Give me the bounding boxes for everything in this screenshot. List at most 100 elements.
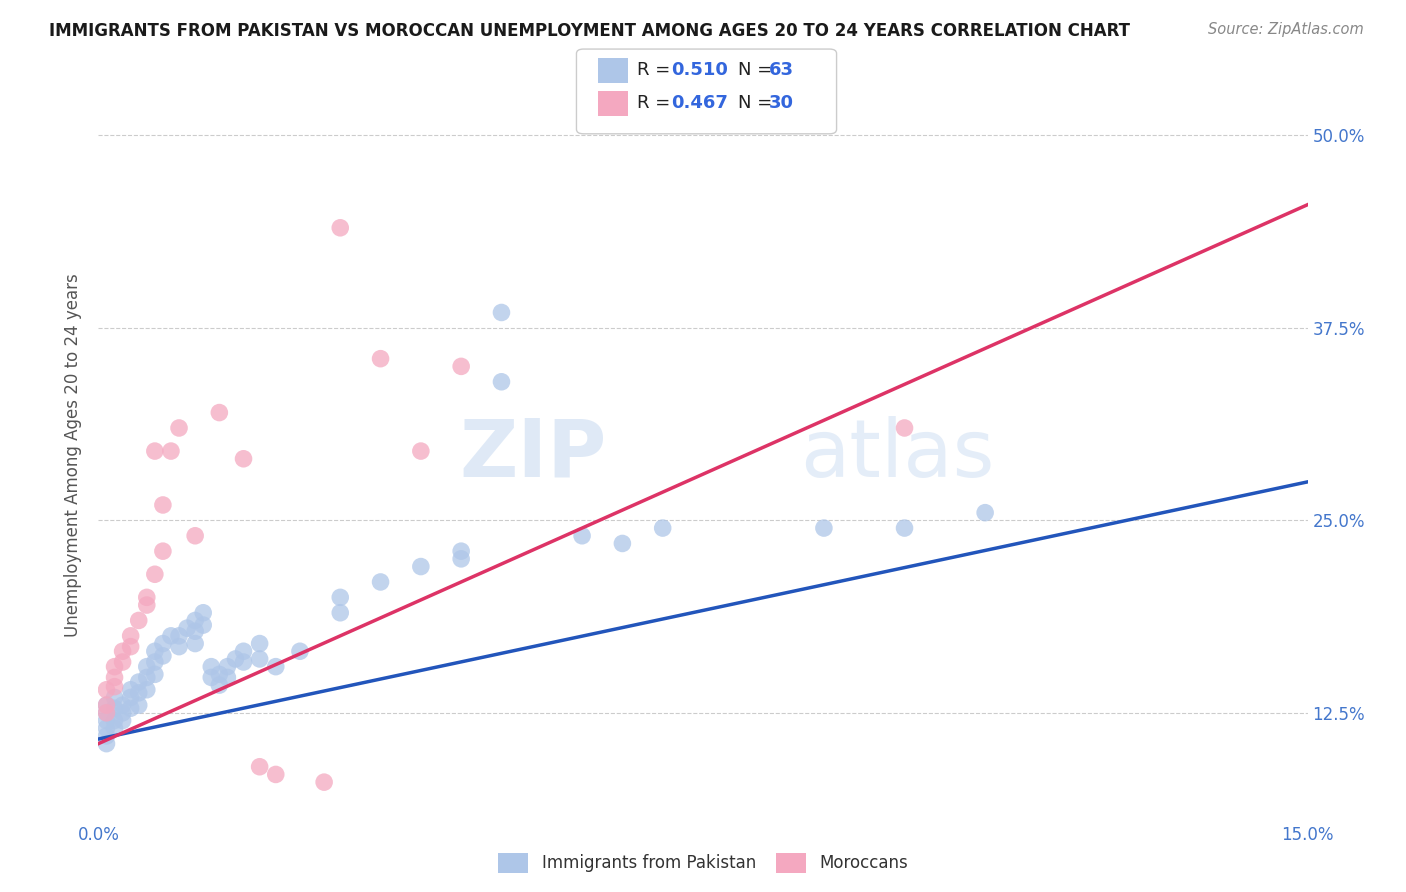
Y-axis label: Unemployment Among Ages 20 to 24 years: Unemployment Among Ages 20 to 24 years	[65, 273, 83, 637]
Point	[96, 706, 118, 720]
Point	[96, 698, 118, 713]
Point	[167, 421, 190, 435]
Point	[128, 698, 150, 713]
Point	[96, 729, 118, 743]
Point	[571, 529, 593, 543]
Point	[193, 618, 215, 632]
Point	[135, 591, 157, 605]
Point	[232, 644, 254, 658]
Point	[135, 659, 157, 673]
Text: 30: 30	[769, 95, 794, 112]
Point	[491, 305, 513, 319]
Point	[264, 659, 287, 673]
Point	[184, 636, 207, 650]
Legend: Immigrants from Pakistan, Moroccans: Immigrants from Pakistan, Moroccans	[492, 847, 914, 880]
Point	[111, 644, 134, 658]
Point	[103, 680, 125, 694]
Point	[612, 536, 634, 550]
Point	[111, 714, 134, 728]
Point	[314, 775, 336, 789]
Point	[143, 444, 166, 458]
Point	[128, 675, 150, 690]
Text: 0.510: 0.510	[671, 62, 727, 79]
Point	[232, 655, 254, 669]
Point	[491, 375, 513, 389]
Point	[143, 655, 166, 669]
Point	[200, 659, 222, 673]
Text: Source: ZipAtlas.com: Source: ZipAtlas.com	[1208, 22, 1364, 37]
Point	[409, 559, 432, 574]
Point	[120, 640, 142, 654]
Point	[96, 682, 118, 697]
Text: R =: R =	[637, 62, 676, 79]
Text: R =: R =	[637, 95, 676, 112]
Point	[120, 690, 142, 705]
Point	[893, 421, 915, 435]
Point	[329, 220, 352, 235]
Point	[103, 670, 125, 684]
Text: N =: N =	[738, 62, 778, 79]
Point	[200, 670, 222, 684]
Point	[370, 351, 392, 366]
Text: N =: N =	[738, 95, 778, 112]
Point	[152, 544, 174, 558]
Point	[329, 606, 352, 620]
Text: ZIP: ZIP	[458, 416, 606, 494]
Point	[249, 636, 271, 650]
Point	[167, 629, 190, 643]
Point	[217, 659, 239, 673]
Point	[232, 451, 254, 466]
Point	[450, 359, 472, 374]
Point	[160, 629, 183, 643]
Point	[208, 678, 231, 692]
Text: 0.467: 0.467	[671, 95, 727, 112]
Point	[152, 498, 174, 512]
Point	[813, 521, 835, 535]
Point	[143, 667, 166, 681]
Point	[208, 667, 231, 681]
Point	[450, 552, 472, 566]
Point	[103, 690, 125, 705]
Point	[143, 644, 166, 658]
Point	[184, 614, 207, 628]
Point	[167, 640, 190, 654]
Point	[103, 714, 125, 728]
Point	[120, 682, 142, 697]
Point	[135, 598, 157, 612]
Point	[103, 721, 125, 735]
Point	[111, 706, 134, 720]
Point	[152, 648, 174, 663]
Point	[96, 698, 118, 713]
Point	[224, 652, 246, 666]
Point	[249, 652, 271, 666]
Point	[217, 670, 239, 684]
Point	[120, 701, 142, 715]
Point	[128, 614, 150, 628]
Point	[135, 682, 157, 697]
Point	[96, 737, 118, 751]
Point	[249, 760, 271, 774]
Point	[96, 721, 118, 735]
Point	[193, 606, 215, 620]
Point	[450, 544, 472, 558]
Point	[288, 644, 311, 658]
Point	[893, 521, 915, 535]
Point	[184, 624, 207, 639]
Point	[329, 591, 352, 605]
Point	[120, 629, 142, 643]
Point	[264, 767, 287, 781]
Point	[96, 714, 118, 728]
Point	[135, 670, 157, 684]
Point	[128, 686, 150, 700]
Point	[208, 406, 231, 420]
Text: IMMIGRANTS FROM PAKISTAN VS MOROCCAN UNEMPLOYMENT AMONG AGES 20 TO 24 YEARS CORR: IMMIGRANTS FROM PAKISTAN VS MOROCCAN UNE…	[49, 22, 1130, 40]
Point	[409, 444, 432, 458]
Point	[370, 574, 392, 589]
Point	[974, 506, 997, 520]
Point	[651, 521, 673, 535]
Point	[111, 655, 134, 669]
Text: atlas: atlas	[800, 416, 994, 494]
Point	[143, 567, 166, 582]
Point	[103, 659, 125, 673]
Text: 63: 63	[769, 62, 794, 79]
